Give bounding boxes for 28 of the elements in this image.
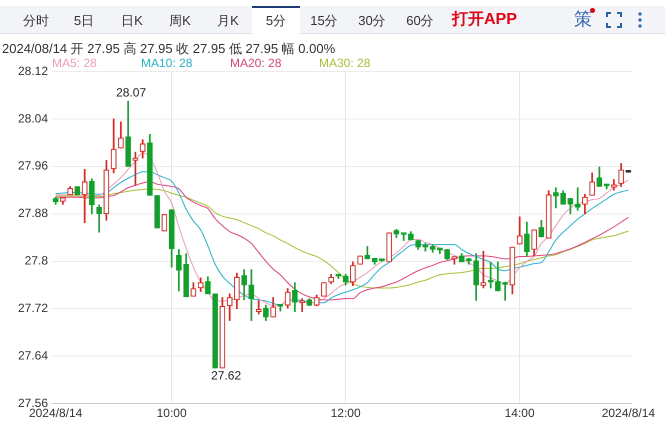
- y-tick-label: 27.64: [18, 348, 48, 362]
- y-tick-label: 27.96: [18, 158, 48, 173]
- text: 月K: [216, 12, 240, 30]
- text: 30分: [357, 12, 387, 30]
- x-tick-label: 2024/8/14: [602, 406, 656, 420]
- text: 15分: [309, 12, 339, 30]
- text: MA20: 28: [230, 56, 282, 70]
- text: 日K: [120, 12, 144, 30]
- x-tick-label: 10:00: [156, 406, 187, 420]
- y-tick-label: 28.04: [18, 111, 48, 126]
- y-tick-label: 28.12: [18, 64, 48, 78]
- x-tick-label: 12:00: [330, 406, 361, 420]
- annotation: 28.07: [116, 85, 146, 100]
- annotation: 27.62: [211, 368, 242, 382]
- text: 5日: [72, 12, 96, 30]
- text: 周K: [168, 12, 192, 30]
- text: MA5: 28: [52, 56, 97, 70]
- text: 60分: [405, 12, 435, 30]
- y-tick-label: 27.72: [18, 301, 48, 316]
- text: MA10: 28: [141, 56, 192, 70]
- text: 分时: [22, 12, 50, 30]
- text: 打开APP: [452, 10, 517, 30]
- text: 策: [574, 8, 592, 31]
- chart-title: 2024/08/14 开 27.95 高 27.95 收 27.95 低 27.95 幅 0.00%: [2, 40, 336, 58]
- y-tick-label: 27.88: [18, 206, 48, 220]
- text: MA30: 28: [319, 56, 370, 70]
- y-tick-label: 27.8: [24, 254, 48, 268]
- x-tick-label: 14:00: [504, 406, 535, 420]
